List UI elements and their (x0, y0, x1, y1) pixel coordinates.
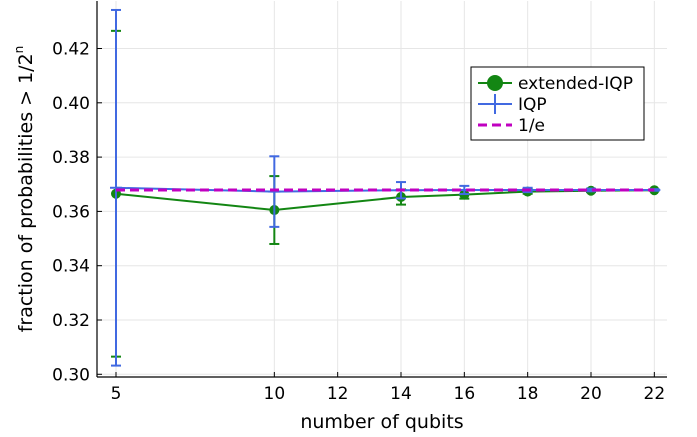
x-tick-labels: 5 10 12 14 16 18 20 22 (111, 384, 666, 404)
x-tick-label: 20 (580, 384, 602, 404)
x-tick-label: 12 (327, 384, 349, 404)
y-tick-labels: 0.30 0.32 0.34 0.36 0.38 0.40 0.42 (52, 40, 90, 386)
x-tick-label: 16 (454, 384, 476, 404)
y-axis-label-main: fraction of probabilities > 1/2 (15, 53, 37, 332)
x-tick-label: 18 (517, 384, 539, 404)
y-axis-label-superscript: n (12, 46, 26, 54)
series-line-extended-iqp (115, 189, 655, 212)
x-tick-label: 22 (644, 384, 666, 404)
legend-swatch-marker (487, 75, 503, 91)
legend-label: IQP (518, 95, 547, 115)
series-layer (110, 8, 661, 367)
y-tick-label: 0.42 (52, 40, 90, 60)
x-tick-label: 5 (111, 384, 122, 404)
y-tick-label: 0.36 (52, 202, 90, 222)
x-tick-label: 10 (264, 384, 286, 404)
y-tick-label: 0.32 (52, 311, 90, 331)
legend-label: 1/e (518, 116, 545, 136)
y-axis-label: fraction of probabilities > 1/2n (12, 46, 37, 333)
y-tick-label: 0.30 (52, 365, 90, 385)
axes (96, 1, 667, 378)
y-tick-label: 0.40 (52, 94, 90, 114)
legend-label: extended-IQP (518, 74, 633, 94)
y-tick-label: 0.34 (52, 257, 90, 277)
y-tick-label: 0.38 (52, 148, 90, 168)
x-axis-label: number of qubits (300, 411, 463, 433)
x-tick-label: 14 (390, 384, 412, 404)
